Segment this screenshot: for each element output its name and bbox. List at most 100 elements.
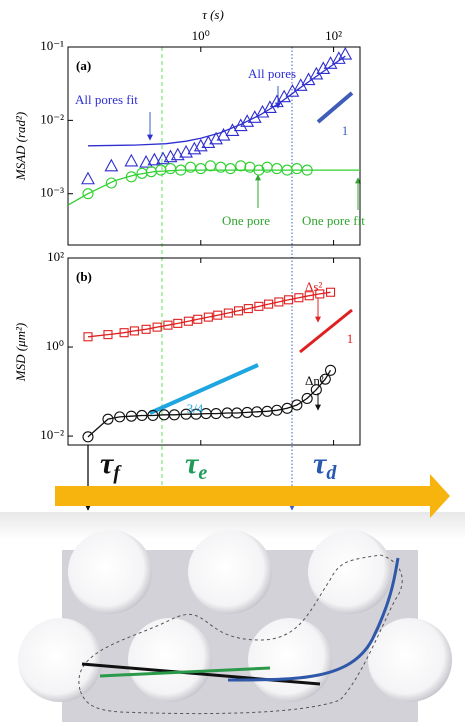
marker <box>284 295 294 305</box>
marker <box>291 399 303 411</box>
marker <box>103 330 113 340</box>
timeline-label: τf <box>100 447 122 484</box>
marker <box>125 410 137 422</box>
marker <box>124 153 139 167</box>
marker <box>168 409 180 421</box>
plot-frame <box>67 257 361 446</box>
y-tick-label: 10⁻² <box>40 427 64 442</box>
marker <box>147 152 162 166</box>
marker <box>173 318 183 328</box>
x-axis-label: τ (s) <box>202 7 224 22</box>
marker <box>187 141 202 155</box>
annotation: 1 <box>342 123 349 138</box>
marker <box>193 138 208 152</box>
marker <box>195 163 207 175</box>
marker <box>183 316 193 326</box>
marker <box>223 308 233 318</box>
marker <box>304 291 314 301</box>
marker <box>114 411 126 423</box>
marker <box>338 46 353 60</box>
annotation: 1 <box>347 331 354 346</box>
marker <box>291 163 303 175</box>
marker <box>233 306 244 316</box>
slope-guide <box>299 308 353 354</box>
marker <box>164 163 177 175</box>
marker <box>129 326 139 336</box>
marker <box>271 163 283 175</box>
marker <box>294 293 304 303</box>
y-tick-label: 10⁻³ <box>40 185 64 200</box>
series-label: Δn² <box>305 373 324 388</box>
slope-guide <box>316 91 354 124</box>
marker <box>324 364 337 376</box>
series-line <box>67 169 360 206</box>
timeline-arrow <box>55 486 435 506</box>
timeline-arrowhead <box>430 474 450 518</box>
marker <box>82 188 94 200</box>
x-tick-label: 10⁰ <box>192 28 210 43</box>
marker <box>82 431 94 443</box>
marker <box>204 160 217 172</box>
marker <box>235 160 247 172</box>
series-label: One pore <box>222 213 270 228</box>
marker <box>319 373 331 385</box>
tau-symbol: τ <box>313 447 328 480</box>
marker <box>83 332 93 342</box>
marker <box>141 324 151 334</box>
marker <box>213 310 223 320</box>
y-tick-label: 10⁰ <box>46 338 64 353</box>
marker <box>170 147 185 161</box>
marker <box>210 408 222 420</box>
marker <box>155 164 167 176</box>
y-axis-label: MSD (μm²) <box>13 323 28 382</box>
marker <box>254 301 264 311</box>
series-label: All pores <box>248 66 296 81</box>
y-axis-label: MSAD (rad²) <box>13 112 28 182</box>
tau-subscript: d <box>326 462 337 484</box>
timeline-label: τe <box>185 447 207 484</box>
series-line <box>87 291 331 338</box>
pore-image <box>18 530 452 722</box>
annotation: 3/4 <box>187 401 204 416</box>
tau-subscript: f <box>113 462 122 484</box>
timeline-label: τd <box>313 447 337 484</box>
marker <box>264 299 274 309</box>
marker <box>81 171 95 185</box>
x-tick-label: 10² <box>325 28 342 43</box>
marker <box>310 384 322 396</box>
marker <box>163 320 173 330</box>
marker <box>152 322 162 332</box>
series-label: Δs² <box>305 279 322 294</box>
marker <box>281 402 293 414</box>
marker <box>271 404 283 416</box>
series-label: One pore fit <box>302 213 365 228</box>
marker <box>139 154 154 168</box>
series-line <box>87 369 332 438</box>
marker <box>136 409 148 422</box>
marker <box>104 158 119 172</box>
marker <box>315 289 325 299</box>
series-label: All pores fit <box>75 92 138 107</box>
marker <box>243 304 253 314</box>
tau-symbol: τ <box>185 447 200 480</box>
tau-symbol: τ <box>100 447 115 480</box>
slope-guide <box>149 363 259 415</box>
marker <box>147 409 159 422</box>
marker <box>325 287 336 297</box>
panel-label: (a) <box>76 58 91 73</box>
panel-label: (b) <box>76 269 92 284</box>
y-tick-label: 10⁻² <box>40 111 64 126</box>
marker <box>102 413 114 425</box>
y-tick-label: 10² <box>47 249 64 264</box>
marker <box>224 163 237 175</box>
series-line <box>87 55 346 147</box>
y-tick-label: 10⁻¹ <box>40 38 64 53</box>
plot-frame <box>67 46 361 246</box>
marker <box>274 297 284 307</box>
tau-subscript: e <box>198 462 207 484</box>
marker <box>193 314 203 324</box>
marker <box>105 177 117 189</box>
marker <box>203 312 213 322</box>
marker <box>119 328 129 338</box>
